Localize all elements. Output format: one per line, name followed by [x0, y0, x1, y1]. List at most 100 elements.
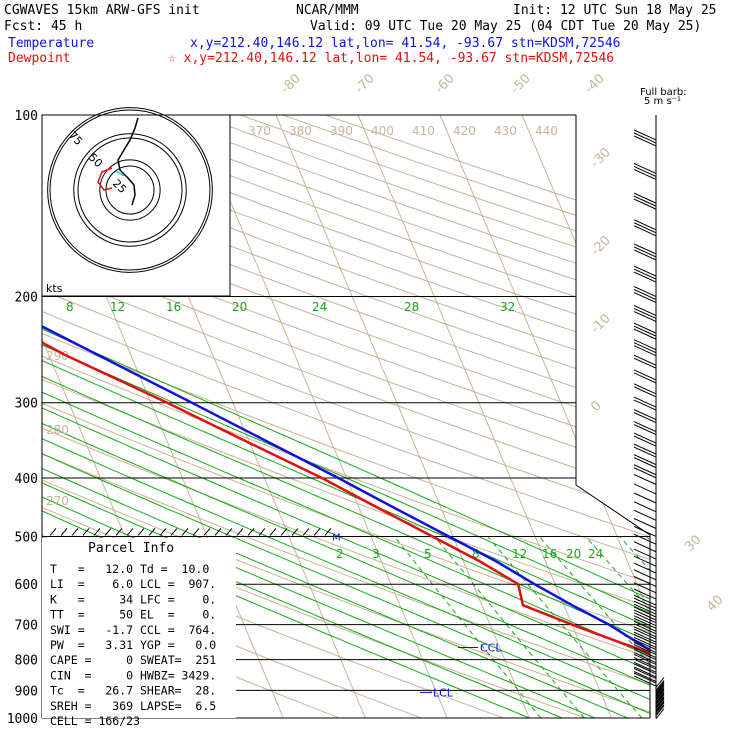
wind-barb — [633, 311, 657, 322]
wind-barb — [633, 661, 657, 673]
ccl-label: CCL — [480, 642, 502, 655]
wind-barb — [633, 225, 657, 237]
hodograph-trace — [117, 117, 139, 206]
wind-barb — [633, 243, 657, 255]
parcel-info-row: CELL = 166/23 — [50, 714, 140, 728]
mixing-ratio-label: 20 — [566, 547, 581, 561]
wind-barb — [633, 345, 657, 357]
wind-barb — [655, 684, 665, 696]
wind-barb — [633, 642, 657, 654]
wind-barb — [633, 168, 657, 180]
dry-adiabat — [42, 115, 650, 718]
dry-adiabat — [282, 115, 650, 718]
hatch-mark — [93, 528, 101, 536]
wind-barb — [633, 219, 657, 231]
wind-barb — [633, 165, 657, 177]
theta-label: 410 — [412, 124, 435, 138]
hatch-mark — [71, 528, 79, 536]
wind-barb — [633, 617, 657, 629]
parcel-info-row: CIN = 0 HWBZ= 3429. — [50, 668, 216, 682]
hatch-mark — [49, 528, 57, 536]
wind-barb — [633, 372, 657, 384]
isotherm-label: -20 — [588, 233, 614, 259]
wind-barb — [633, 509, 657, 521]
theta-label: 440 — [535, 124, 558, 138]
wind-barb — [655, 704, 665, 715]
moist-adiabat-label: 20 — [232, 300, 247, 314]
isotherm-label: 30 — [682, 533, 704, 555]
wind-barb — [633, 501, 657, 513]
wind-barb — [633, 666, 657, 678]
isotherm-label: -70 — [352, 71, 378, 97]
temperature-profile — [42, 115, 650, 713]
isotherm-label: -80 — [278, 71, 304, 97]
hatch-mark — [60, 528, 68, 536]
wind-barb — [633, 412, 657, 424]
hatch-mark — [192, 528, 200, 536]
dry-adiabat — [42, 115, 650, 718]
wind-barb — [633, 421, 657, 433]
wind-barb — [633, 268, 657, 280]
hodograph-trace-low — [97, 167, 113, 191]
isotherm-label: -40 — [582, 71, 608, 97]
wind-barb — [633, 653, 657, 665]
isotherm-label: -50 — [508, 71, 534, 97]
isotherm-line — [521, 115, 650, 718]
wind-barb — [633, 322, 657, 334]
parcel-info-row: SREH = 369 LAPSE= 6.5 — [50, 699, 216, 713]
wind-barb — [633, 626, 657, 638]
wind-barb — [655, 705, 665, 717]
wind-barb — [655, 690, 665, 701]
wind-barb — [633, 631, 657, 643]
mixing-ratio-line — [538, 536, 650, 718]
isotherm-label: -30 — [588, 145, 614, 171]
wind-barb — [633, 342, 657, 354]
parcel-info-title: Parcel Info — [88, 541, 174, 556]
wind-barb — [633, 647, 657, 659]
wind-barb — [633, 357, 657, 369]
wind-barb — [633, 644, 657, 656]
wind-barb — [633, 603, 657, 615]
wind-barb — [633, 409, 657, 421]
hatch-mark — [214, 528, 222, 536]
wind-barb — [655, 701, 665, 712]
wind-barb — [633, 325, 657, 337]
hatch-mark — [115, 528, 123, 536]
pressure-label: 800 — [15, 654, 38, 669]
wind-barb — [655, 697, 665, 708]
hodograph-ring — [73, 133, 187, 247]
model-title: CGWAVES 15km ARW-GFS init — [4, 3, 200, 18]
wind-barb — [633, 672, 657, 684]
mixing-ratio-label: 16 — [542, 547, 557, 561]
wind-barb — [633, 198, 657, 210]
hatch-mark — [159, 528, 167, 536]
hatch-mark — [236, 528, 244, 536]
wind-barb — [633, 658, 657, 670]
isotherm-line — [275, 115, 530, 718]
wind-barb — [633, 541, 657, 553]
wind-barb — [633, 575, 657, 587]
init-time: Init: 12 UTC Sun 18 May 25 — [513, 3, 717, 18]
wind-barb — [633, 675, 657, 687]
dry-adiabat — [42, 115, 650, 718]
hatch-mark — [126, 528, 134, 536]
wind-barb — [633, 195, 657, 207]
lcl-label: LCL — [433, 686, 454, 699]
hatch-mark — [82, 528, 90, 536]
wind-barb — [633, 328, 657, 340]
hodograph-ring — [77, 137, 183, 243]
wind-barb — [655, 698, 665, 709]
wind-barb — [633, 162, 657, 174]
wind-barb — [633, 597, 657, 609]
parcel-info-row: CAPE = 0 SWEAT= 251 — [50, 653, 216, 667]
mixing-ratio-line — [434, 536, 585, 718]
dry-adiabat — [197, 115, 650, 718]
barb-key-line1: Full barb: — [640, 87, 687, 98]
hatch-mark — [170, 528, 178, 536]
moist-adiabat-label: 8 — [66, 300, 74, 314]
forecast-hour: Fcst: 45 h — [4, 19, 82, 34]
moist-adiabat-label: 32 — [500, 300, 515, 314]
hatch-mark — [269, 528, 277, 536]
wind-barb — [633, 305, 657, 316]
parcel-info-row: SWI = -1.7 CCL = 764. — [50, 623, 216, 637]
